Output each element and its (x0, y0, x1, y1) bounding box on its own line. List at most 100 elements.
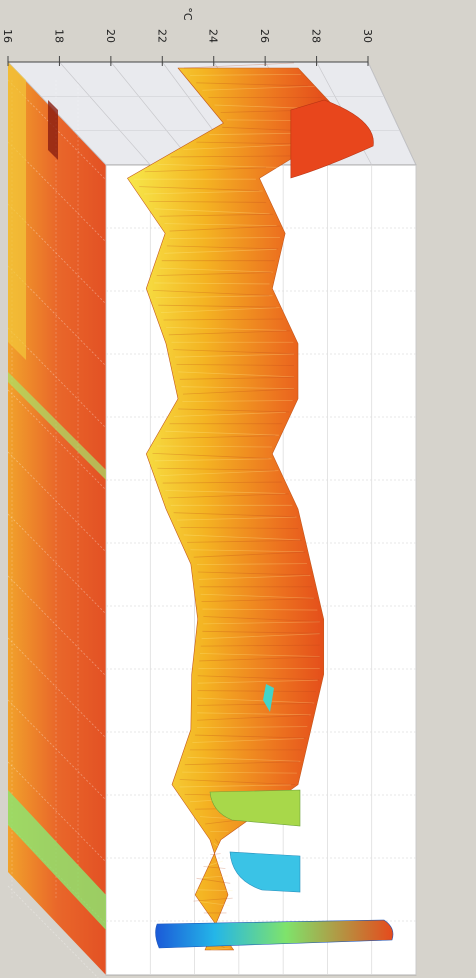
surface-facet (168, 330, 290, 336)
surface-facet (203, 621, 320, 625)
surface-facet (155, 295, 273, 299)
surface-facet (197, 697, 315, 704)
panel-grid-line (7, 389, 107, 491)
wall-grid-line (59, 61, 151, 166)
surface-facet (158, 304, 277, 308)
surface-hot-spike (290, 99, 374, 179)
panel-grid-line (7, 885, 99, 978)
surface-facet (154, 208, 270, 215)
surface-facet (196, 726, 308, 729)
surface-facet (197, 571, 309, 576)
surface-facet (179, 779, 296, 785)
surface-facet (193, 897, 233, 902)
surface-facet (193, 889, 233, 892)
surface-facet (199, 653, 320, 657)
panel-grid-line (7, 761, 107, 863)
surface-facet (152, 289, 270, 296)
surface-facet (173, 512, 295, 518)
surface-facet (152, 453, 269, 459)
surface-facet (196, 82, 308, 87)
surface-facet (199, 656, 320, 662)
surface-facet (173, 349, 295, 355)
z-tick-label: 22 (155, 29, 168, 43)
surface-facet (187, 756, 301, 762)
z-tick-label: 26 (258, 29, 271, 43)
surface-cold-lobe (229, 851, 301, 893)
panel-grid-line (7, 699, 107, 801)
wall-grid-line (367, 61, 417, 166)
z-tick-label: 20 (104, 29, 117, 43)
surface-facet (197, 679, 318, 684)
surface-facet (177, 516, 297, 521)
surface-facet (168, 493, 289, 499)
surface-facet (159, 267, 274, 273)
surface-facet (156, 272, 272, 276)
surface-facet (144, 167, 267, 173)
surface-facet (196, 877, 231, 884)
surface-facet (157, 163, 279, 168)
surface-facet (164, 223, 277, 227)
surface-cold-spike (155, 919, 394, 949)
surface-facet (197, 712, 311, 716)
surface-facet (178, 371, 295, 378)
surface-facet (199, 875, 228, 879)
z-tick-label: 28 (310, 29, 323, 43)
surface-facet (197, 675, 320, 681)
surface-facet (197, 690, 316, 692)
surface-facet (182, 388, 295, 395)
surface-facet (161, 435, 276, 439)
surface-facet (203, 866, 226, 869)
surface (127, 62, 394, 951)
surface-facet (149, 201, 267, 203)
surface-facet (163, 318, 283, 321)
surface-facet (190, 549, 304, 553)
surface-facet (179, 376, 295, 380)
surface-cyan-fleck (263, 684, 274, 712)
surface-facet (187, 539, 302, 543)
panel-cool-band (8, 372, 106, 480)
surface-facet (162, 481, 282, 484)
z-axis-unit: °C (181, 7, 194, 21)
panel-hot-spot (48, 100, 58, 160)
surface-facet (201, 633, 320, 640)
surface-facet (154, 282, 270, 285)
surface-cool-lobe (209, 789, 301, 827)
surface-facet (203, 616, 320, 622)
panel-details (7, 62, 107, 978)
panel-warm-strip (8, 62, 26, 360)
surface-facet (164, 248, 277, 254)
surface-facet (159, 213, 274, 217)
surface-facet (156, 445, 272, 448)
surface-facet (182, 771, 297, 774)
panel-grid-line (7, 327, 107, 429)
surface-facet (178, 408, 290, 413)
surface-facet (183, 62, 295, 69)
surface-facet (169, 237, 280, 239)
surface-facet (184, 761, 299, 766)
surface-facet (202, 608, 318, 611)
surface-facet (157, 467, 275, 471)
panel-grid-line (7, 265, 107, 367)
surface-facet (215, 838, 219, 844)
surface-facet (213, 842, 219, 847)
surface-facet (166, 245, 279, 250)
surface-facet (210, 947, 230, 951)
surface-facet (200, 593, 314, 599)
surface-facet (165, 490, 286, 494)
z-tick-label: 18 (52, 29, 65, 43)
surface-body (127, 67, 350, 951)
surface-facet (192, 738, 304, 743)
surface-facet (201, 598, 316, 603)
surface-facet (183, 534, 301, 541)
surface-facet (206, 860, 224, 867)
panel-grid-line (7, 575, 107, 677)
surface-facet (202, 85, 315, 91)
surface-facet (170, 155, 291, 158)
z-tick-label: 30 (361, 29, 374, 43)
surface-facet (202, 630, 320, 634)
z-axis-ticks: 16 18 20 22 24 26 28 30 (1, 29, 374, 66)
surface-facet (181, 386, 295, 390)
surface-facet (154, 458, 272, 462)
surface-facet (174, 353, 295, 358)
